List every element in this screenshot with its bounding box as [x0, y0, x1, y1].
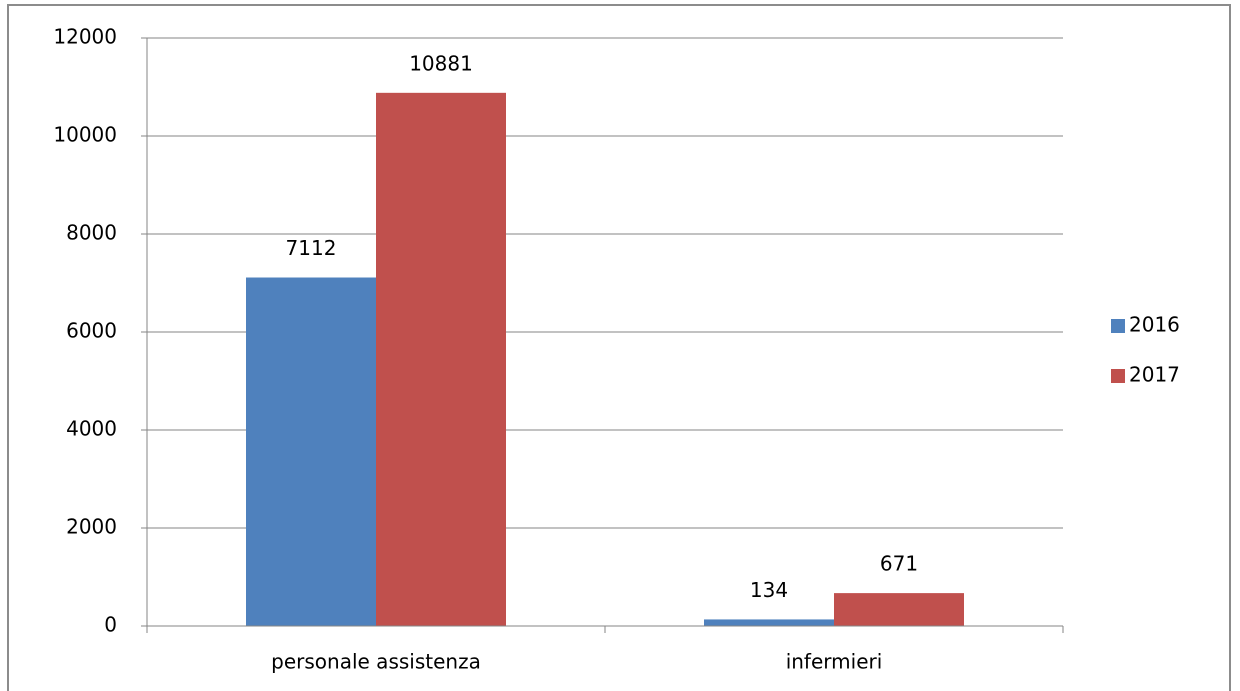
legend-swatch [1111, 369, 1125, 383]
y-tick-label: 0 [104, 613, 117, 637]
data-label: 7112 [286, 236, 337, 260]
x-tick-label: personale assistenza [271, 650, 481, 674]
bar [376, 92, 506, 627]
y-tick-label: 8000 [66, 221, 117, 245]
legend-label: 2017 [1129, 363, 1180, 387]
bar [704, 619, 834, 626]
data-label: 671 [880, 552, 918, 576]
y-tick-label: 2000 [66, 515, 117, 539]
y-tick-label: 12000 [53, 25, 117, 49]
bar [246, 277, 376, 626]
y-tick-label: 10000 [53, 123, 117, 147]
chart-frame [7, 4, 1231, 691]
legend-label: 2016 [1129, 313, 1180, 337]
y-tick-label: 4000 [66, 417, 117, 441]
data-label: 134 [750, 578, 788, 602]
y-tick-label: 6000 [66, 319, 117, 343]
legend-swatch [1111, 319, 1125, 333]
data-label: 10881 [409, 51, 473, 75]
x-tick-label: infermieri [786, 650, 883, 674]
bar [834, 593, 964, 626]
